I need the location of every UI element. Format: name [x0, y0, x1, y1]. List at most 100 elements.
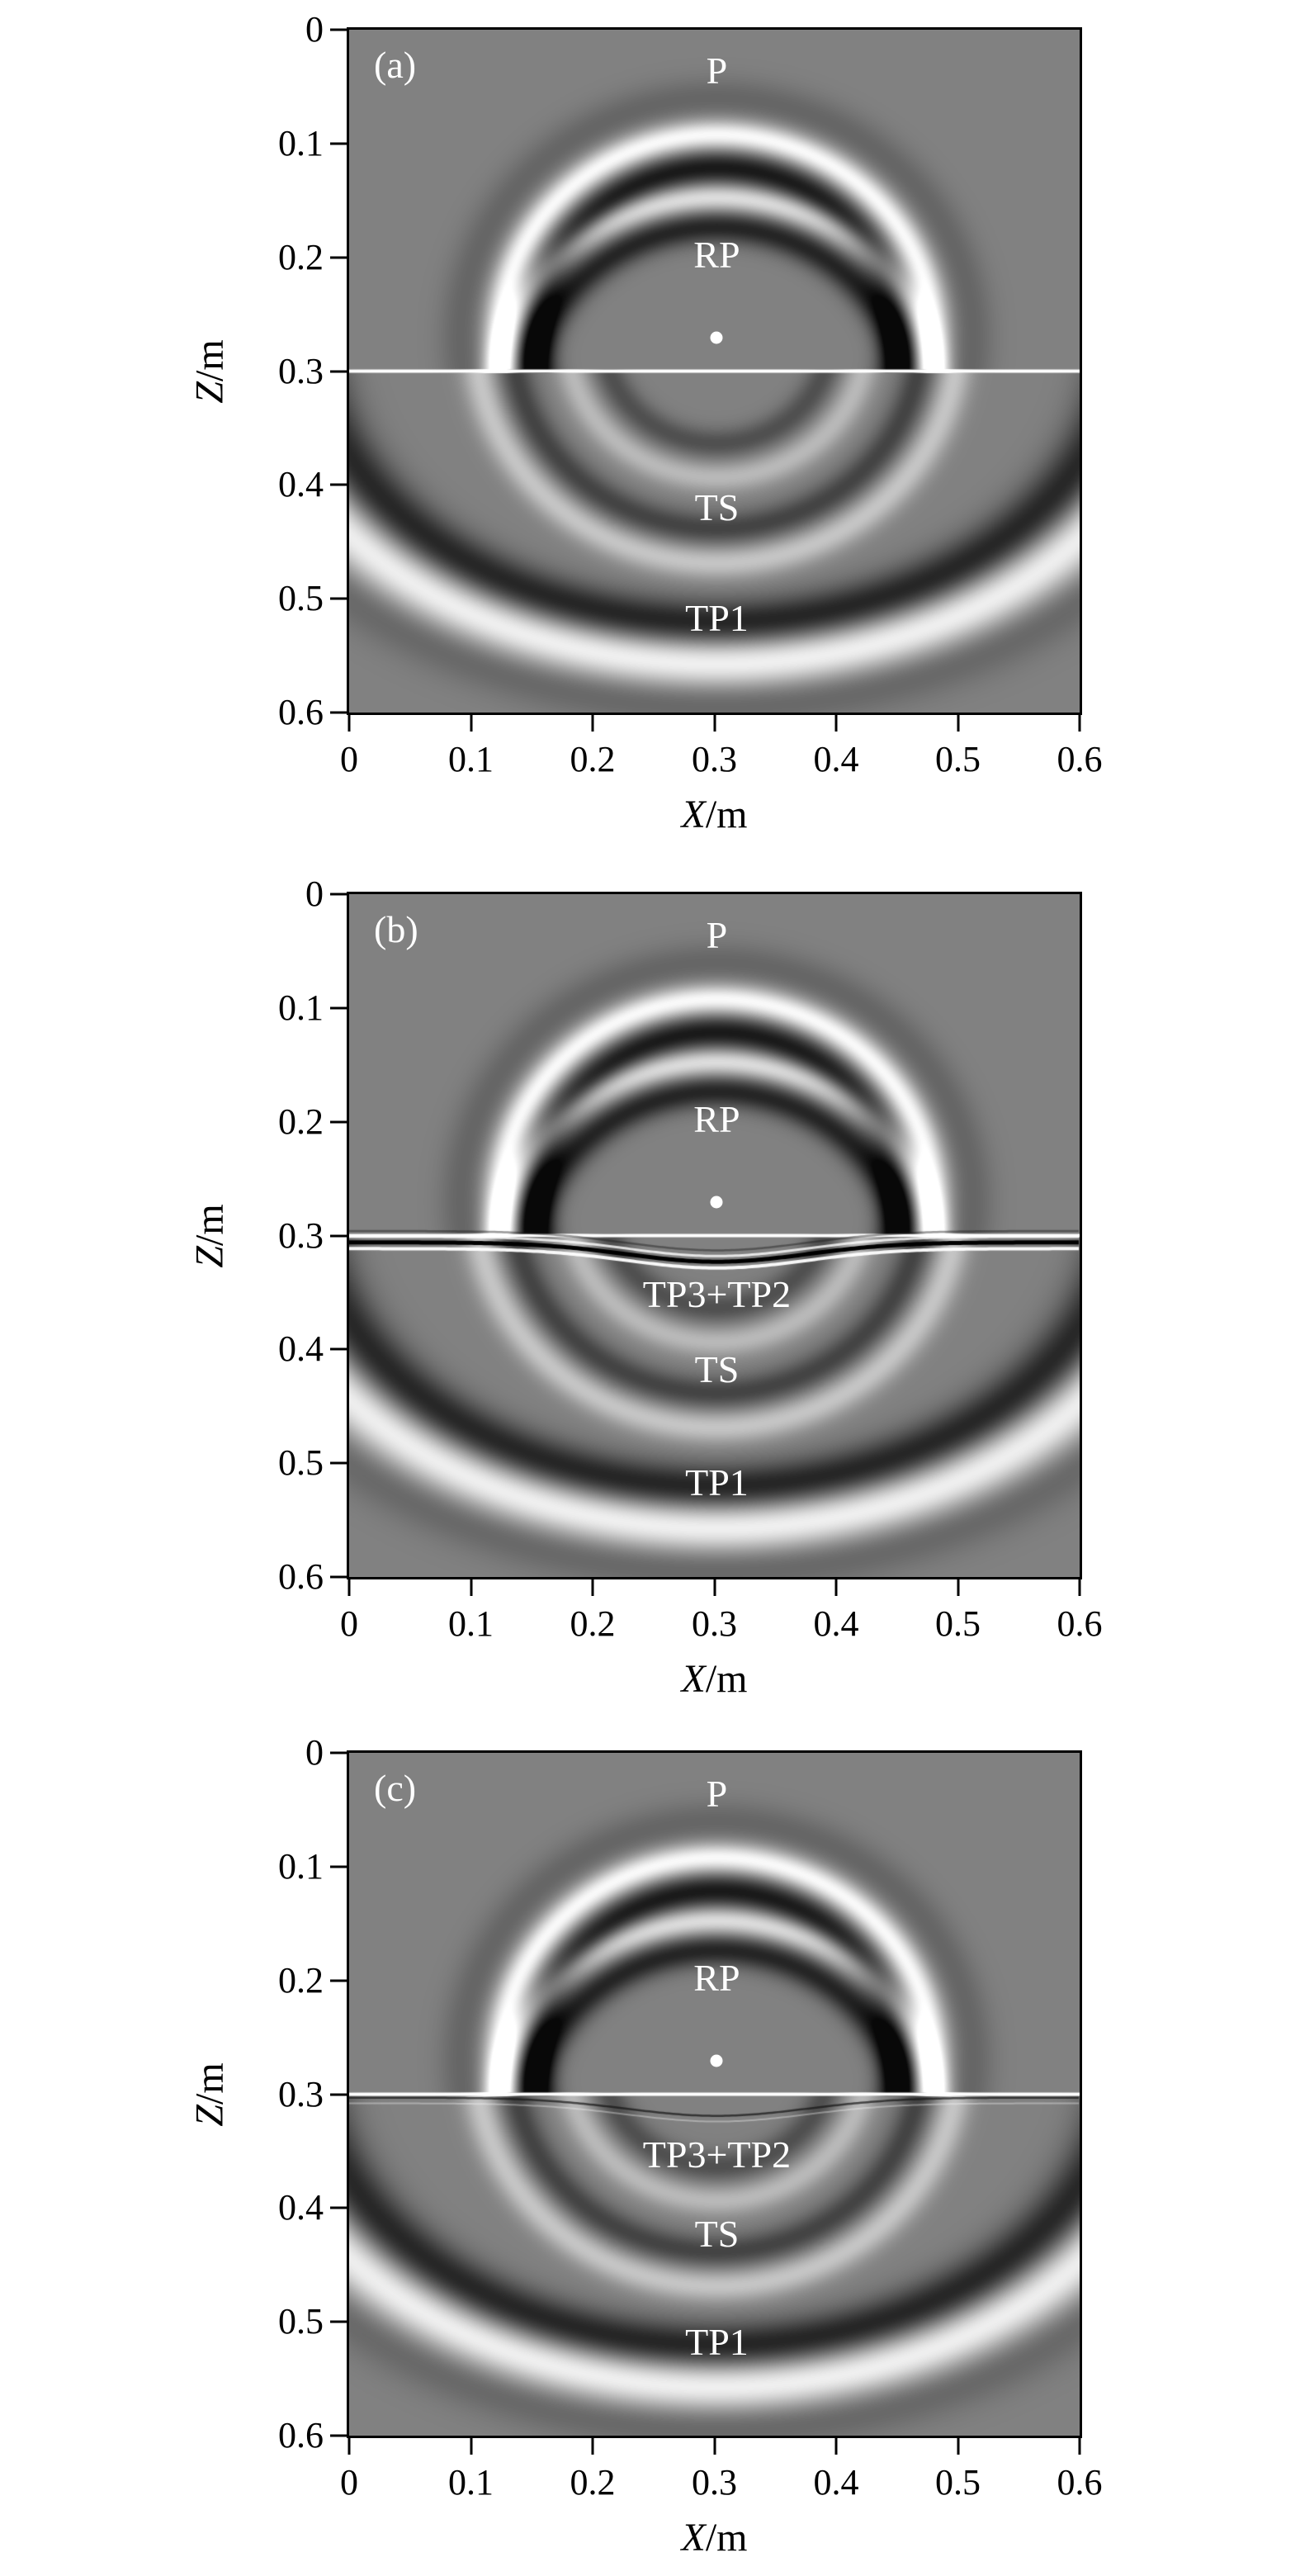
annotation-tp1: TP1: [685, 2320, 749, 2363]
annotation-rp: RP: [693, 233, 740, 276]
z-tick-label: 0.1: [278, 1845, 324, 1887]
x-tick: [591, 2438, 594, 2455]
panel-a: (a) P RP TS TP1 0 0.1 0.2 0.3 0.4 0.5 0.6 0 0.1 0.2 0.3…: [188, 9, 1103, 836]
z-tick: [330, 28, 347, 31]
x-tick: [957, 1579, 959, 1596]
x-axis-title: X/m: [681, 2516, 748, 2559]
z-tick-label: 0.3: [278, 2073, 324, 2114]
annotation-ts: TS: [694, 2213, 740, 2256]
z-tick-label: 0.6: [278, 2414, 324, 2455]
annotation-p: P: [706, 49, 728, 92]
x-tick-label: 0.5: [935, 739, 981, 779]
annotation-tp1: TP1: [685, 1461, 749, 1503]
x-tick: [713, 1579, 716, 1596]
z-tick: [330, 1234, 347, 1237]
x-tick-label: 0: [340, 739, 358, 779]
x-tick-label: 0.5: [935, 2462, 981, 2503]
z-tick: [330, 711, 347, 714]
z-tick: [330, 2093, 347, 2095]
x-tick-label: 0.3: [692, 1603, 737, 1644]
z-axis-variable: Z: [187, 2104, 232, 2127]
annotation-ts: TS: [694, 485, 740, 528]
z-tick-label: 0.5: [278, 577, 324, 618]
x-axis-title: X/m: [681, 1657, 748, 1701]
x-tick: [713, 2438, 716, 2455]
x-tick: [470, 1579, 472, 1596]
x-tick: [1078, 715, 1081, 732]
x-tick-label: 0: [340, 1603, 358, 1644]
annotation-rp: RP: [693, 1097, 740, 1140]
x-tick-label: 0.2: [570, 739, 616, 779]
z-tick-label: 0: [305, 1731, 324, 1773]
annotation-p: P: [706, 1772, 728, 1815]
x-tick-label: 0.2: [570, 1603, 616, 1644]
x-tick: [834, 715, 838, 732]
z-tick-label: 0.2: [278, 1101, 324, 1142]
z-tick-label: 0.2: [278, 236, 324, 277]
x-axis-variable: X: [681, 2516, 706, 2559]
z-tick-label: 0.3: [278, 1215, 324, 1256]
panel-letter-c: (c): [374, 1767, 417, 1809]
x-tick: [470, 2438, 472, 2455]
z-tick: [330, 256, 347, 259]
x-axis-variable: X: [681, 793, 706, 836]
z-tick: [330, 2434, 347, 2437]
x-tick-label: 0: [340, 2462, 358, 2503]
z-tick-label: 0: [305, 873, 324, 914]
source-marker: [710, 331, 723, 344]
x-tick: [713, 715, 716, 732]
x-tick-label: 0.2: [570, 2462, 616, 2503]
z-tick-label: 0.5: [278, 1442, 324, 1483]
x-tick: [834, 2438, 838, 2455]
z-tick: [330, 1575, 347, 1579]
wavefield-canvas-a: [349, 30, 1080, 713]
z-axis-variable: Z: [187, 381, 232, 404]
annotation-rp: RP: [693, 1956, 740, 1999]
x-tick: [957, 715, 959, 732]
z-tick-label: 0.1: [278, 122, 324, 163]
x-tick-label: 0.6: [1057, 739, 1103, 779]
z-tick-label: 0.1: [278, 987, 324, 1028]
z-tick-label: 0.6: [278, 691, 324, 732]
source-marker: [710, 2054, 723, 2067]
x-tick: [591, 1579, 594, 1596]
annotation-tp3-tp2: TP3+TP2: [642, 2133, 792, 2176]
z-axis-title: Z/m: [187, 2062, 232, 2127]
panel-b: (b) P RP TP3+TP2 TS TP1 0 0.1 0.2 0.3 0.4 0.5 0.6 0 0.…: [188, 874, 1103, 1701]
z-tick-label: 0.4: [278, 1328, 324, 1370]
panel-c: (c) P RP TP3+TP2 TS TP1 0 0.1 0.2 0.3 0.4 0.5 0.6 0 0.…: [188, 1732, 1103, 2559]
panel-letter-b: (b): [374, 908, 418, 950]
z-tick: [330, 1120, 347, 1124]
z-tick-label: 0.4: [278, 2187, 324, 2228]
z-tick: [330, 597, 347, 600]
z-tick-label: 0.5: [278, 2300, 324, 2342]
x-tick: [957, 2438, 959, 2455]
x-tick-label: 0.1: [448, 2462, 494, 2503]
x-tick: [591, 715, 594, 732]
z-tick: [330, 142, 347, 145]
x-tick-label: 0.3: [692, 2462, 737, 2503]
wavefield-canvas-c: [349, 1753, 1080, 2436]
x-tick: [347, 715, 351, 732]
z-axis-variable: Z: [187, 1245, 232, 1268]
x-tick: [347, 1579, 351, 1596]
z-tick: [330, 1461, 347, 1465]
x-tick-label: 0.6: [1057, 1603, 1103, 1644]
x-axis-title: X/m: [681, 793, 748, 836]
annotation-tp1: TP1: [685, 596, 749, 639]
x-tick: [1078, 2438, 1081, 2455]
z-tick: [330, 483, 347, 486]
panel-letter-a: (a): [374, 44, 417, 86]
wavefield-canvas-b: [349, 894, 1080, 1577]
annotation-ts: TS: [694, 1348, 740, 1391]
z-axis-title: Z/m: [187, 339, 232, 404]
z-tick: [330, 370, 347, 372]
annotation-p: P: [706, 913, 728, 956]
x-tick-label: 0.1: [448, 1603, 494, 1644]
x-tick-label: 0.5: [935, 1603, 981, 1644]
z-tick: [330, 2320, 347, 2323]
x-tick-label: 0.4: [813, 1603, 859, 1644]
annotation-tp3-tp2: TP3+TP2: [642, 1273, 792, 1316]
x-axis-variable: X: [681, 1657, 706, 1701]
